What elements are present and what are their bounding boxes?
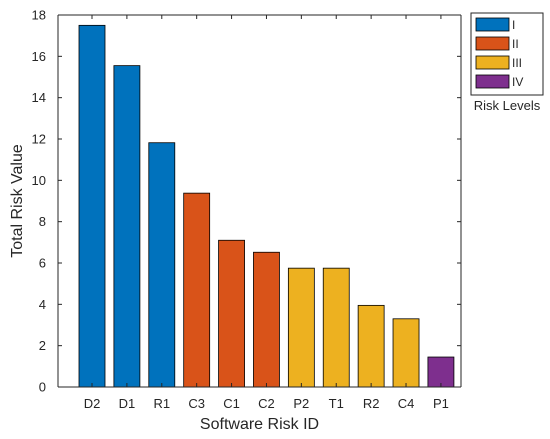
bar-r2 [357, 304, 385, 388]
legend-label: III [512, 56, 522, 70]
y-tick-label: 18 [32, 8, 46, 23]
x-tick-label: C3 [188, 396, 205, 411]
legend-label: II [512, 37, 519, 51]
legend-label: IV [512, 75, 523, 89]
legend-swatch-ii [475, 36, 510, 51]
bar-p1 [427, 356, 455, 388]
legend-swatch-i [475, 17, 510, 32]
y-tick-label: 14 [32, 90, 46, 105]
legend-title: Risk Levels [474, 98, 541, 113]
axes: 0 2 4 6 8 10 12 14 16 18 D2 D1 R1 C3 C1 C2 P2 T1 R2 C4 P1 Sof… [9, 8, 462, 433]
x-tick-label: D2 [84, 396, 101, 411]
x-tick-label: D1 [119, 396, 136, 411]
bar-t1 [322, 267, 350, 388]
y-tick-label: 10 [32, 173, 46, 188]
x-tick-label: P2 [293, 396, 309, 411]
x-tick-label: R2 [363, 396, 380, 411]
x-tick-label: T1 [329, 396, 344, 411]
bar-d2 [78, 24, 106, 388]
legend-swatch-iv [475, 74, 510, 89]
y-tick-label: 16 [32, 49, 46, 64]
y-tick-label: 8 [39, 214, 46, 229]
y-tick-label: 12 [32, 132, 46, 147]
x-tick-label: C1 [223, 396, 240, 411]
bar-c4 [392, 318, 420, 388]
bar-d1 [113, 65, 141, 388]
y-tick-label: 0 [39, 380, 46, 395]
bar-c3 [183, 192, 211, 388]
bar-r1 [148, 142, 176, 388]
bar-c2 [253, 251, 280, 388]
y-tick-label: 6 [39, 256, 46, 271]
legend-swatch-iii [475, 55, 510, 70]
x-tick-label: C4 [398, 396, 415, 411]
x-tick-label: R1 [153, 396, 170, 411]
y-axis-title: Total Risk Value [9, 144, 26, 258]
y-tick-label: 2 [39, 338, 46, 353]
x-tick-label: P1 [433, 396, 449, 411]
y-tick-label: 4 [39, 297, 46, 312]
x-tick-label: C2 [258, 396, 275, 411]
bar-c1 [218, 239, 245, 388]
x-axis-title: Software Risk ID [200, 416, 319, 433]
bar-p2 [287, 267, 315, 388]
plot-area [78, 24, 455, 388]
legend-label: I [512, 18, 515, 32]
